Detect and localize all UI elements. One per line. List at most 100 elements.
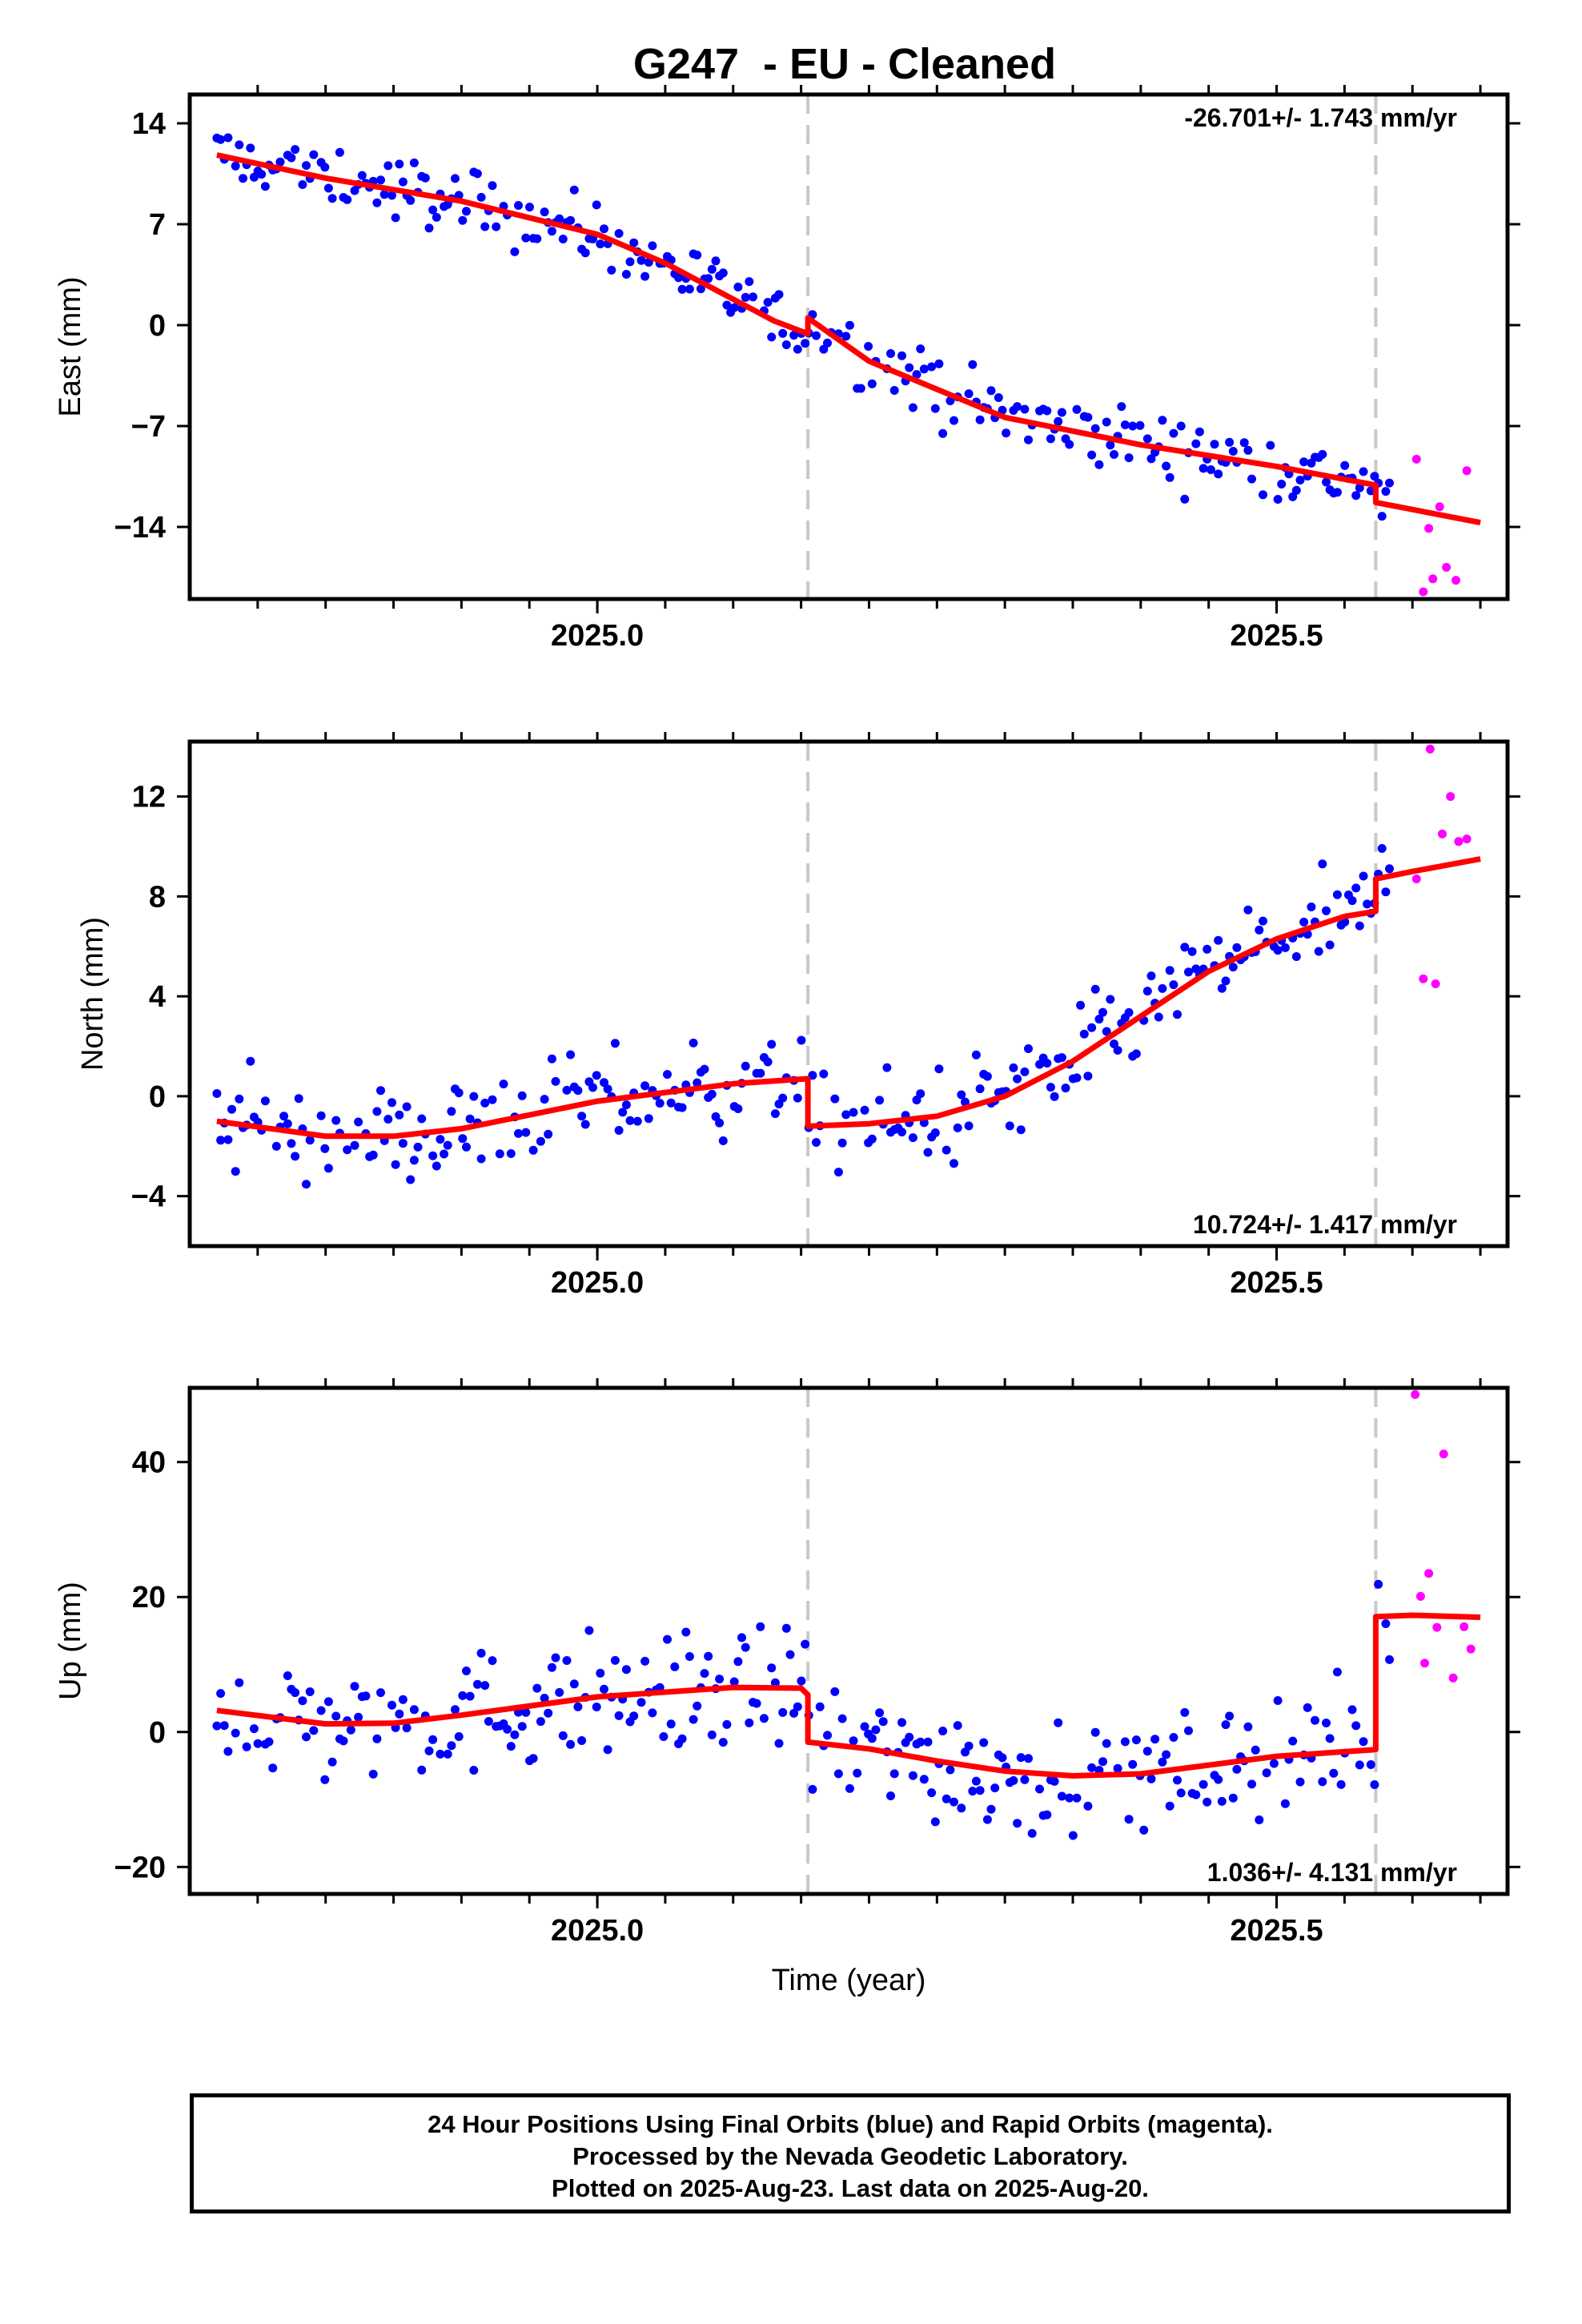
final-orbit-point xyxy=(354,1117,363,1127)
final-orbit-point xyxy=(316,1111,326,1120)
final-orbit-point xyxy=(994,393,1003,402)
final-orbit-point xyxy=(975,1084,985,1094)
rapid-orbit-point xyxy=(1466,1644,1476,1654)
final-orbit-point xyxy=(1165,966,1174,975)
y-axis-title: Up (mm) xyxy=(54,1582,87,1700)
final-orbit-point xyxy=(636,1698,646,1707)
final-orbit-point xyxy=(436,1749,445,1759)
final-orbit-point xyxy=(1273,946,1283,955)
final-orbit-point xyxy=(1232,943,1242,952)
final-orbit-point xyxy=(1142,987,1152,996)
plot-frame xyxy=(187,1385,1510,1896)
final-orbit-point xyxy=(1332,488,1342,497)
final-orbit-point xyxy=(298,180,307,189)
final-orbit-point xyxy=(733,1104,743,1113)
final-orbit-point xyxy=(841,332,851,341)
final-orbit-point xyxy=(1072,404,1082,414)
final-orbit-point xyxy=(409,1705,419,1715)
final-orbit-point xyxy=(420,173,430,183)
final-orbit-point xyxy=(1247,1779,1256,1789)
final-orbit-point xyxy=(812,1138,821,1147)
final-orbit-point xyxy=(774,290,784,300)
final-orbit-point xyxy=(1318,859,1327,869)
final-orbit-point xyxy=(1013,1074,1022,1084)
final-orbit-point xyxy=(1322,906,1331,915)
final-orbit-point xyxy=(833,1168,843,1177)
final-orbit-point xyxy=(309,1726,319,1735)
final-orbit-point xyxy=(525,203,534,212)
final-orbit-point xyxy=(749,292,757,302)
final-orbit-point xyxy=(1176,1788,1186,1798)
final-orbit-point xyxy=(376,1688,385,1698)
rapid-orbit-point xyxy=(1442,562,1452,572)
final-orbit-point xyxy=(350,1682,359,1691)
final-orbit-point xyxy=(1191,439,1201,448)
final-orbit-point xyxy=(253,1739,263,1748)
final-orbit-point xyxy=(1087,1763,1097,1772)
final-orbit-point xyxy=(785,1650,795,1659)
panel-north: 2025.0 2025.5 −4 0 4 8 12 North (mm) 10.724+/- 1… xyxy=(76,732,1520,1300)
final-orbit-point xyxy=(912,1096,921,1105)
final-orbit-point xyxy=(551,1653,560,1663)
final-orbit-point xyxy=(1381,887,1391,897)
final-orbit-point xyxy=(484,1717,493,1726)
final-orbit-point xyxy=(666,1098,676,1108)
final-orbit-point xyxy=(808,1784,817,1794)
final-orbit-point xyxy=(1295,476,1305,485)
final-orbit-point xyxy=(443,1140,452,1150)
final-orbit-point xyxy=(629,1711,639,1721)
final-orbit-point xyxy=(614,1126,624,1135)
final-orbit-point xyxy=(685,1652,694,1661)
final-orbit-point xyxy=(614,229,624,238)
final-orbit-point xyxy=(1176,421,1186,431)
final-orbit-point xyxy=(1359,467,1368,476)
final-orbit-point xyxy=(1228,963,1238,972)
final-orbit-point xyxy=(1325,940,1335,950)
final-orbit-point xyxy=(1221,976,1231,986)
final-orbit-point xyxy=(472,1679,482,1689)
final-orbit-point xyxy=(231,1167,240,1176)
final-orbit-point xyxy=(231,161,240,171)
final-orbit-point xyxy=(1195,427,1204,436)
final-orbit-point xyxy=(417,1765,427,1775)
final-orbit-point xyxy=(957,1090,966,1100)
final-orbit-point xyxy=(1259,916,1267,926)
final-orbit-point xyxy=(860,1722,869,1731)
y-tick-label: 0 xyxy=(149,1716,166,1750)
rapid-orbit-point xyxy=(1454,837,1464,846)
final-orbit-point xyxy=(547,227,556,236)
final-orbit-point xyxy=(1090,1727,1100,1737)
final-orbit-point xyxy=(1072,1793,1082,1803)
final-orbit-point xyxy=(271,1141,281,1151)
y-tick-label: 14 xyxy=(132,107,166,141)
final-orbit-point xyxy=(715,1675,725,1684)
y-tick-label: 40 xyxy=(132,1446,166,1480)
final-orbit-point xyxy=(580,248,590,258)
final-orbit-point xyxy=(335,147,344,157)
final-orbit-point xyxy=(1050,1776,1059,1786)
rapid-orbit-point xyxy=(1435,502,1444,512)
final-orbit-point xyxy=(260,1096,270,1106)
final-orbit-point xyxy=(327,194,337,203)
final-orbit-point xyxy=(946,1765,955,1775)
final-orbit-point xyxy=(540,207,549,217)
final-orbit-point xyxy=(677,1734,687,1743)
final-orbit-point xyxy=(756,1622,765,1631)
final-orbit-point xyxy=(391,213,400,223)
final-orbit-point xyxy=(1024,435,1033,444)
final-orbit-point xyxy=(488,1656,497,1666)
final-orbit-point xyxy=(566,1739,576,1749)
final-orbit-point xyxy=(1355,1760,1364,1770)
final-orbit-point xyxy=(640,1656,650,1666)
final-orbit-point xyxy=(849,1736,858,1746)
y-tick-label: 20 xyxy=(132,1581,166,1614)
final-orbit-point xyxy=(1083,1801,1093,1811)
final-orbit-point xyxy=(1381,1619,1391,1628)
final-orbit-point xyxy=(391,1160,400,1169)
final-orbit-point xyxy=(320,1144,330,1153)
final-orbit-point xyxy=(897,1718,906,1727)
final-orbit-point xyxy=(979,1738,989,1747)
final-orbit-point xyxy=(1087,1023,1097,1032)
y-tick-label: 4 xyxy=(149,980,166,1014)
final-orbit-point xyxy=(488,181,497,191)
